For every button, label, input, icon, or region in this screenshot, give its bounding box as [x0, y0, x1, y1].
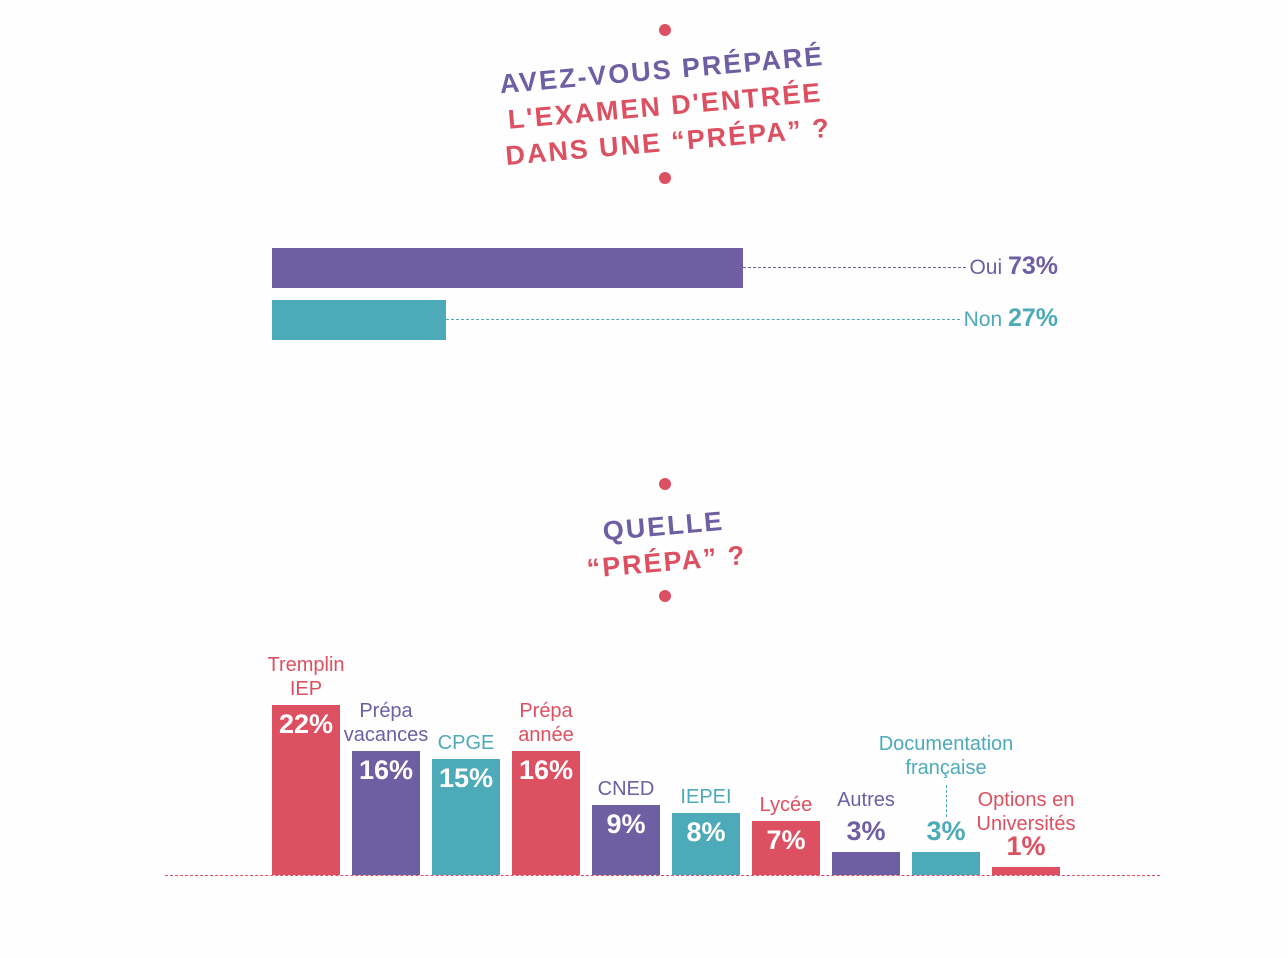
category-line: IEP [289, 678, 323, 700]
category-line: CNED [597, 778, 655, 801]
value-label: 9% [606, 809, 646, 840]
value-label: 15% [438, 763, 494, 794]
category-line: année [518, 724, 574, 747]
bar [352, 751, 420, 875]
bar [592, 805, 660, 875]
category-line: Tremplin [267, 654, 345, 676]
bar [752, 820, 820, 875]
value-label: 1% [1006, 831, 1046, 862]
category-line: Lycée [759, 793, 813, 816]
bar-non [272, 300, 447, 340]
bar [272, 705, 340, 875]
category-label: Lycée [706, 793, 866, 817]
category-line: CPGE [437, 732, 495, 755]
question-1-title: AVEZ-VOUS PRÉPARÉ L'EXAMEN D'ENTRÉE DANS… [486, 37, 844, 175]
bar-label: Oui 73% [969, 252, 1058, 281]
bar [512, 751, 580, 875]
category-line: Prépa [359, 700, 413, 723]
value-label: 7% [766, 824, 806, 855]
decor-dot [659, 590, 671, 602]
bar-label: Non 27% [964, 304, 1058, 333]
bar [912, 851, 980, 875]
value-label: 73% [1007, 252, 1058, 280]
category-line: Autres [837, 788, 895, 811]
category-label: Non [963, 308, 1008, 331]
category-line: Documentation [878, 733, 1014, 755]
value-label: 16% [358, 755, 414, 786]
leader-line [946, 785, 947, 817]
category-line: Universités [976, 813, 1076, 835]
leader-line [742, 267, 966, 268]
category-line: Options en [977, 789, 1075, 811]
bar [432, 759, 500, 875]
value-label: 3% [846, 815, 886, 846]
category-label: Options en Universités [946, 788, 1106, 836]
category-label: Documentation française [866, 732, 1026, 780]
category-line: vacances [343, 724, 429, 747]
value-label: 27% [1007, 304, 1058, 332]
category-line: IEPEI [680, 786, 732, 809]
value-label: 3% [926, 815, 966, 846]
category-label: Prépa année [466, 699, 626, 747]
value-label: 22% [278, 709, 334, 739]
category-line: française [905, 757, 987, 779]
category-line: Prépa [519, 700, 573, 723]
decor-dot [659, 478, 671, 490]
leader-line [446, 319, 960, 320]
decor-dot [659, 172, 671, 184]
category-label: CNED [546, 777, 706, 801]
baseline [165, 875, 1160, 876]
bar-oui [272, 248, 743, 288]
category-label: Prépa vacances [306, 699, 466, 747]
bar [992, 867, 1060, 875]
value-label: 8% [686, 817, 726, 848]
category-label: Tremplin IEP [226, 653, 386, 701]
value-label: 16% [518, 755, 574, 786]
bar [672, 813, 740, 875]
category-label: IEPEI [626, 785, 786, 809]
category-label: CPGE [386, 731, 546, 755]
decor-dot [659, 24, 671, 36]
category-label: Autres [786, 788, 946, 812]
bar [832, 851, 900, 875]
category-label: Oui [969, 256, 1008, 279]
question-2-title: QUELLE “PRÉPA” ? [562, 499, 768, 588]
